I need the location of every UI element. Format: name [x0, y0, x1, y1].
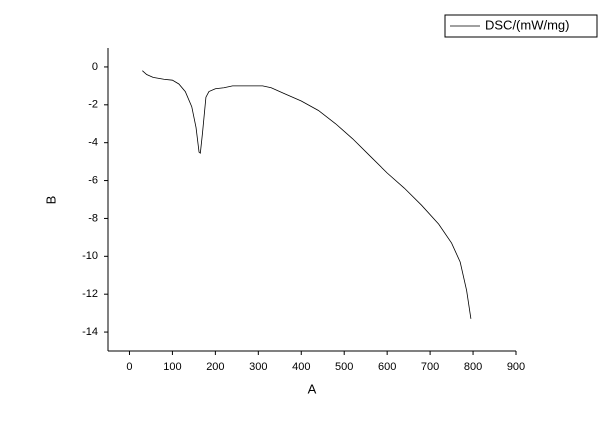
x-axis-title: A	[308, 381, 317, 396]
x-tick-label: 200	[206, 361, 224, 373]
x-tick-label: 300	[249, 361, 267, 373]
y-tick-label: -10	[82, 250, 98, 262]
x-tick-label: 600	[378, 361, 396, 373]
y-tick-label: -2	[88, 99, 98, 111]
x-tick-label: 100	[163, 361, 181, 373]
x-tick-label: 0	[126, 361, 132, 373]
y-tick-label: -14	[82, 326, 98, 338]
x-tick-label: 900	[507, 361, 525, 373]
y-tick-label: 0	[92, 61, 98, 73]
y-tick-label: -8	[88, 212, 98, 224]
y-tick-label: -12	[82, 288, 98, 300]
y-tick-label: -6	[88, 174, 98, 186]
x-tick-label: 400	[292, 361, 310, 373]
x-tick-label: 500	[335, 361, 353, 373]
y-axis-title: B	[43, 196, 58, 205]
legend-box	[444, 14, 598, 38]
x-tick-label: 800	[464, 361, 482, 373]
y-tick-label: -4	[88, 137, 98, 149]
x-tick-label: 700	[421, 361, 439, 373]
legend-label: DSC/(mW/mg)	[485, 17, 570, 32]
data-line	[142, 70, 472, 319]
